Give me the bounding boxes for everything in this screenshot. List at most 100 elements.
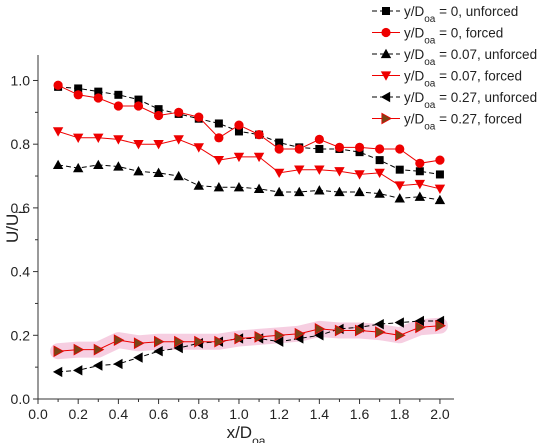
x-tick-label-8: 1.6 (350, 406, 370, 422)
legend-label-3: y/Doa = 0.07, forced (404, 69, 522, 90)
legend-item-3: y/Doa = 0.07, forced (372, 69, 522, 90)
series-3-point-5 (153, 140, 164, 150)
series-0-point-8 (214, 119, 223, 128)
series-3-point-15 (354, 170, 365, 180)
series-2-point-9 (233, 181, 245, 192)
axes: 0.0 0.2 0.4 0.6 0.8 1.0 1.2 1.4 1.6 1.8 2.0 0.0 0.2 0… (3, 55, 454, 448)
legend-item-0: y/Doa = 0, unforced (372, 4, 518, 25)
legend-item-5: y/Doa = 0.27, forced (372, 112, 522, 133)
x-tick-label-6: 1.2 (269, 406, 289, 422)
series-1 (53, 80, 445, 168)
series-3-point-3 (113, 135, 124, 145)
legend-label-2: y/Doa = 0.07, unforced (404, 47, 537, 68)
x-tick-label-9: 1.8 (390, 406, 410, 422)
series-5-point-16 (375, 326, 386, 338)
series-1-point-7 (194, 112, 204, 122)
series-3-point-12 (294, 165, 305, 175)
series-3-point-8 (213, 155, 225, 166)
series-0-point-19 (435, 170, 444, 179)
legend-label-1: y/Doa = 0, forced (404, 26, 503, 47)
x-tick-label-4: 0.8 (189, 406, 209, 422)
series-5-point-12 (294, 327, 306, 340)
series-2-point-0 (52, 159, 64, 170)
series-4-point-13 (314, 330, 324, 341)
series-2-point-16 (374, 188, 385, 198)
series-2-point-11 (273, 186, 285, 197)
series-3-point-9 (233, 152, 245, 163)
series-0-point-11 (275, 138, 284, 147)
series-3-point-1 (72, 133, 84, 144)
series-5-point-9 (234, 332, 245, 345)
legend-label-4: y/Doa = 0.27, unforced (404, 90, 537, 111)
series-0-point-9 (234, 127, 243, 136)
series-0-point-17 (395, 165, 404, 174)
series-4-point-5 (153, 346, 163, 357)
series-3-point-16 (374, 168, 385, 179)
series-4-point-11 (273, 336, 284, 347)
series-5-point-0 (53, 345, 65, 358)
series-3-point-6 (173, 135, 184, 145)
series-1-point-15 (354, 142, 365, 152)
series-5-point-4 (133, 337, 145, 350)
series-1-point-6 (174, 107, 184, 117)
x-tick-label-2: 0.4 (109, 406, 129, 422)
series-4-point-18 (414, 315, 424, 327)
series-1-point-17 (395, 144, 405, 154)
series-2 (52, 159, 446, 205)
series-5-point-8 (214, 335, 225, 348)
series-0-point-16 (375, 156, 384, 165)
series-1-point-11 (274, 144, 284, 154)
y-tick-label-4: 0.8 (11, 136, 31, 152)
legend-item-2: y/Doa = 0.07, unforced (372, 47, 537, 68)
series-2-point-17 (394, 193, 405, 203)
series-4-point-0 (52, 366, 63, 378)
series-1-point-3 (113, 101, 123, 111)
series-1-point-8 (214, 133, 224, 143)
series-2-point-1 (72, 162, 84, 173)
series-1-point-2 (93, 93, 103, 103)
series-3-point-17 (394, 181, 405, 191)
series-3-point-0 (52, 127, 64, 137)
y-axis-title: U/Ui (3, 211, 28, 243)
series-1-point-1 (73, 90, 83, 100)
series-1-point-9 (234, 120, 244, 130)
series-5-point-7 (194, 335, 205, 348)
legend-item-1: y/Doa = 0, forced (372, 26, 503, 47)
series-3-line (57, 130, 441, 190)
legend-label-5: y/Doa = 0.27, forced (404, 112, 522, 133)
series-2-point-18 (414, 191, 426, 201)
series-5-point-1 (73, 343, 85, 356)
series-1-point-5 (153, 110, 164, 121)
series-5-point-11 (274, 329, 286, 342)
series-1-point-14 (334, 142, 345, 152)
x-tick-label-1: 0.2 (68, 406, 88, 422)
series-5-point-3 (113, 334, 125, 346)
series-5-point-17 (395, 329, 406, 342)
series-2-point-19 (434, 194, 446, 205)
plot-area (50, 80, 448, 378)
series-3-point-4 (133, 140, 144, 150)
x-tick-label-7: 1.4 (310, 406, 330, 422)
series-2-point-8 (213, 181, 225, 192)
series-2-point-14 (334, 186, 345, 197)
series-1-point-4 (133, 101, 144, 111)
y-tick-label-2: 0.4 (11, 264, 31, 280)
series-5-point-2 (93, 343, 105, 356)
series-3-point-18 (414, 179, 426, 190)
series-3-point-10 (253, 152, 265, 163)
y-tick-label-0: 0.0 (11, 391, 31, 407)
legend-marker-5 (381, 112, 393, 125)
series-5-point-15 (354, 324, 366, 337)
series-2-point-3 (113, 161, 124, 171)
legend-marker-1 (381, 27, 391, 38)
series-2-point-10 (253, 183, 265, 193)
series-5-point-6 (174, 335, 185, 348)
series-0-point-4 (134, 95, 143, 104)
series-3-point-7 (193, 143, 204, 153)
series-2-point-7 (193, 180, 204, 190)
series-5-point-14 (334, 324, 346, 337)
series-3-point-14 (334, 167, 345, 177)
series-0-point-1 (74, 84, 83, 93)
series-3-point-2 (93, 133, 104, 144)
